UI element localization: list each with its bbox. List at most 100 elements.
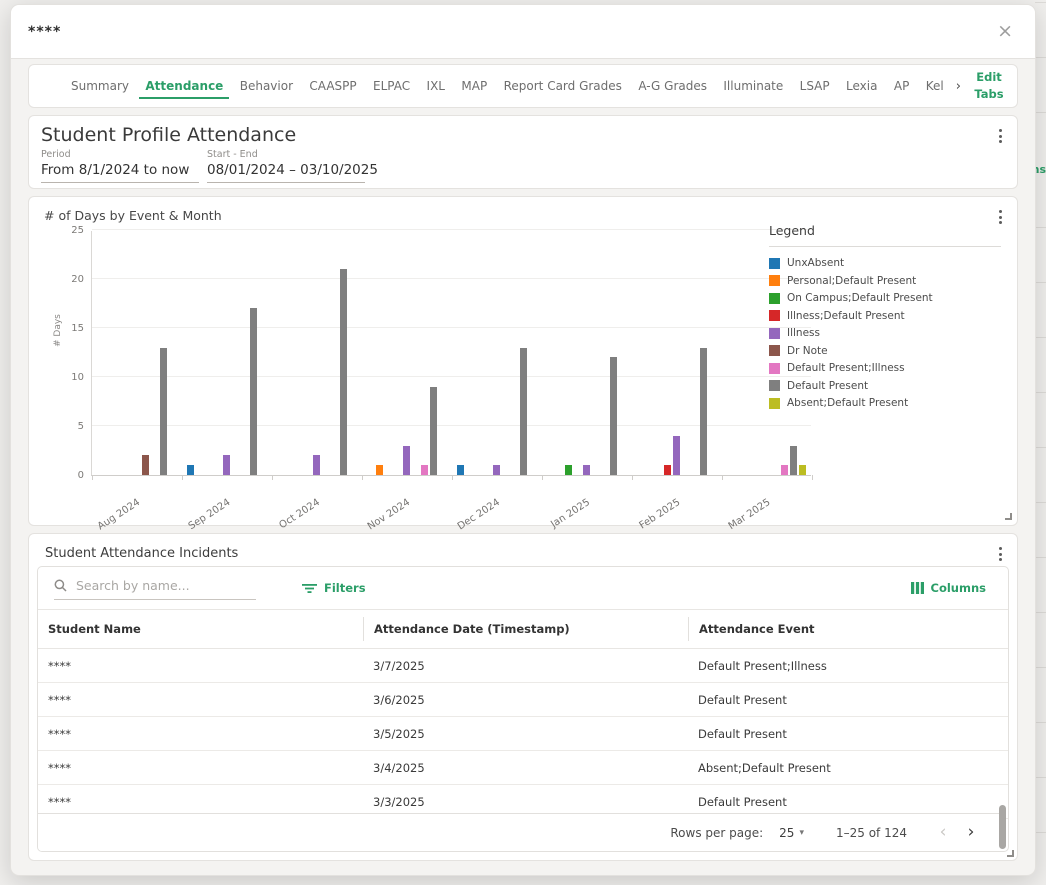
tab-a-g-grades[interactable]: A-G Grades: [638, 79, 707, 93]
table-cell: 3/4/2025: [373, 760, 425, 775]
legend-item[interactable]: Absent;Default Present: [769, 397, 1001, 409]
tab-lexia[interactable]: Lexia: [846, 79, 878, 93]
x-axis-tick: [362, 475, 363, 480]
filters-button[interactable]: Filters: [296, 580, 372, 596]
bar-group: [92, 231, 182, 475]
x-tick-label: Feb 2025: [637, 497, 682, 532]
table-scrollbar: [999, 651, 1006, 849]
table-row[interactable]: **** 3/4/2025 Absent;Default Present: [38, 751, 1008, 785]
bar-group: [362, 231, 452, 475]
chart-more-options-icon[interactable]: [996, 207, 1005, 227]
legend-item[interactable]: Illness;Default Present: [769, 310, 1001, 322]
y-tick-label: 25: [71, 225, 84, 236]
pagination-range: 1–25 of 124: [835, 825, 907, 840]
x-axis-tick: [722, 475, 723, 480]
tab-ap[interactable]: AP: [893, 79, 910, 93]
gridline: [92, 278, 811, 279]
table-row[interactable]: **** 3/5/2025 Default Present: [38, 717, 1008, 751]
search-input[interactable]: [74, 576, 256, 594]
tab-behavior[interactable]: Behavior: [239, 79, 294, 93]
tab-elpac[interactable]: ELPAC: [373, 79, 411, 93]
tab-map[interactable]: MAP: [461, 79, 488, 93]
filter-icon: [302, 583, 317, 594]
table-cell: 3/3/2025: [373, 794, 425, 809]
column-header[interactable]: Attendance Date (Timestamp): [363, 617, 688, 641]
search-field[interactable]: [54, 576, 256, 600]
bar-group: [182, 231, 272, 475]
tab-ixl[interactable]: IXL: [426, 79, 445, 93]
legend-label: Default Present;Illness: [787, 362, 905, 374]
tab-bar: Summary Attendance Behavior CAASPP ELPAC IXL M…: [28, 64, 1018, 108]
tab-summary[interactable]: Summary: [71, 79, 129, 93]
legend-item[interactable]: Illness: [769, 327, 1001, 339]
column-header[interactable]: Student Name: [48, 622, 141, 636]
tabs-overflow-chevron-right-icon[interactable]: ›: [950, 65, 967, 107]
column-header[interactable]: Attendance Event: [688, 617, 1008, 641]
incidents-table-widget: Filters Columns Student Name Attendance D…: [37, 566, 1009, 852]
bar: [403, 445, 411, 475]
table-cell: ****: [48, 760, 71, 775]
bar: [699, 347, 707, 475]
dropdown-arrow-icon: ▾: [799, 827, 804, 838]
x-tick-label: Mar 2025: [726, 497, 772, 533]
tab-illuminate[interactable]: Illuminate: [723, 79, 784, 93]
legend-swatch: [769, 257, 780, 269]
period-field[interactable]: Period From 8/1/2024 to now: [41, 149, 199, 183]
bar: [609, 357, 617, 475]
bar: [663, 465, 671, 475]
table-cell: ****: [48, 726, 71, 741]
table-row[interactable]: **** 3/6/2025 Default Present: [38, 683, 1008, 717]
gridline: [92, 376, 811, 377]
background-page-rows: [1035, 0, 1046, 885]
tab-attendance[interactable]: Attendance: [139, 65, 230, 107]
y-tick-label: 5: [77, 421, 84, 432]
legend-item[interactable]: UnxAbsent: [769, 257, 1001, 269]
close-icon[interactable]: ×: [993, 20, 1017, 43]
bar-group: [452, 231, 542, 475]
x-tick-label: Sep 2024: [186, 497, 232, 533]
incidents-title-row: Student Attendance Incidents: [37, 540, 1009, 566]
chart-resize-handle-icon[interactable]: [1005, 513, 1012, 520]
table-cell: 3/5/2025: [373, 726, 425, 741]
tab-caaspp[interactable]: CAASPP: [309, 79, 357, 93]
incidents-more-options-icon[interactable]: [996, 544, 1005, 564]
bar: [672, 435, 680, 475]
legend-item[interactable]: Dr Note: [769, 345, 1001, 357]
edit-tabs-button[interactable]: Edit Tabs: [967, 65, 1007, 107]
chevron-right-icon[interactable]: ›: [957, 823, 985, 842]
chart-plot: 0 5 10 15 20 25 Aug 2024 Sep 2024 Oct 2024 Nov 20…: [71, 225, 813, 532]
profile-more-options-icon[interactable]: [996, 126, 1005, 146]
bar: [798, 465, 806, 475]
legend-swatch: [769, 397, 780, 409]
scrollbar-thumb[interactable]: [999, 805, 1006, 849]
y-tick-label: 10: [71, 372, 84, 383]
legend-title: Legend: [769, 223, 1001, 247]
columns-button[interactable]: Columns: [905, 580, 992, 596]
x-axis-tick: [452, 475, 453, 480]
x-axis-tick: [632, 475, 633, 480]
incidents-resize-handle-icon[interactable]: [1007, 850, 1014, 857]
page-title: Student Profile Attendance: [41, 124, 297, 146]
legend-swatch: [769, 380, 780, 391]
legend-item[interactable]: On Campus;Default Present: [769, 292, 1001, 304]
period-value[interactable]: From 8/1/2024 to now: [41, 162, 199, 183]
table-cell: Absent;Default Present: [698, 760, 831, 775]
bar: [223, 455, 231, 475]
modal-header: **** ×: [11, 5, 1035, 59]
rows-per-page-select[interactable]: 25 ▾: [773, 825, 810, 841]
legend-swatch: [769, 310, 780, 321]
chart-card: # of Days by Event & Month # Days 0 5 10 15…: [28, 196, 1018, 532]
tab-report-card-grades[interactable]: Report Card Grades: [503, 79, 622, 93]
tab-kel[interactable]: Kel: [925, 79, 944, 93]
x-axis-tick: [182, 475, 183, 480]
start-end-field[interactable]: Start - End 08/01/2024 – 03/10/2025: [207, 149, 378, 183]
chevron-left-icon[interactable]: ‹: [929, 823, 957, 842]
tab-lsap[interactable]: LSAP: [799, 79, 830, 93]
start-end-value[interactable]: 08/01/2024 – 03/10/2025: [207, 162, 378, 183]
bar: [492, 465, 500, 475]
legend-item[interactable]: Personal;Default Present: [769, 275, 1001, 287]
legend-item[interactable]: Default Present;Illness: [769, 362, 1001, 374]
y-tick-label: 20: [71, 274, 84, 285]
table-row[interactable]: **** 3/7/2025 Default Present;Illness: [38, 649, 1008, 683]
legend-item[interactable]: Default Present: [769, 380, 1001, 392]
